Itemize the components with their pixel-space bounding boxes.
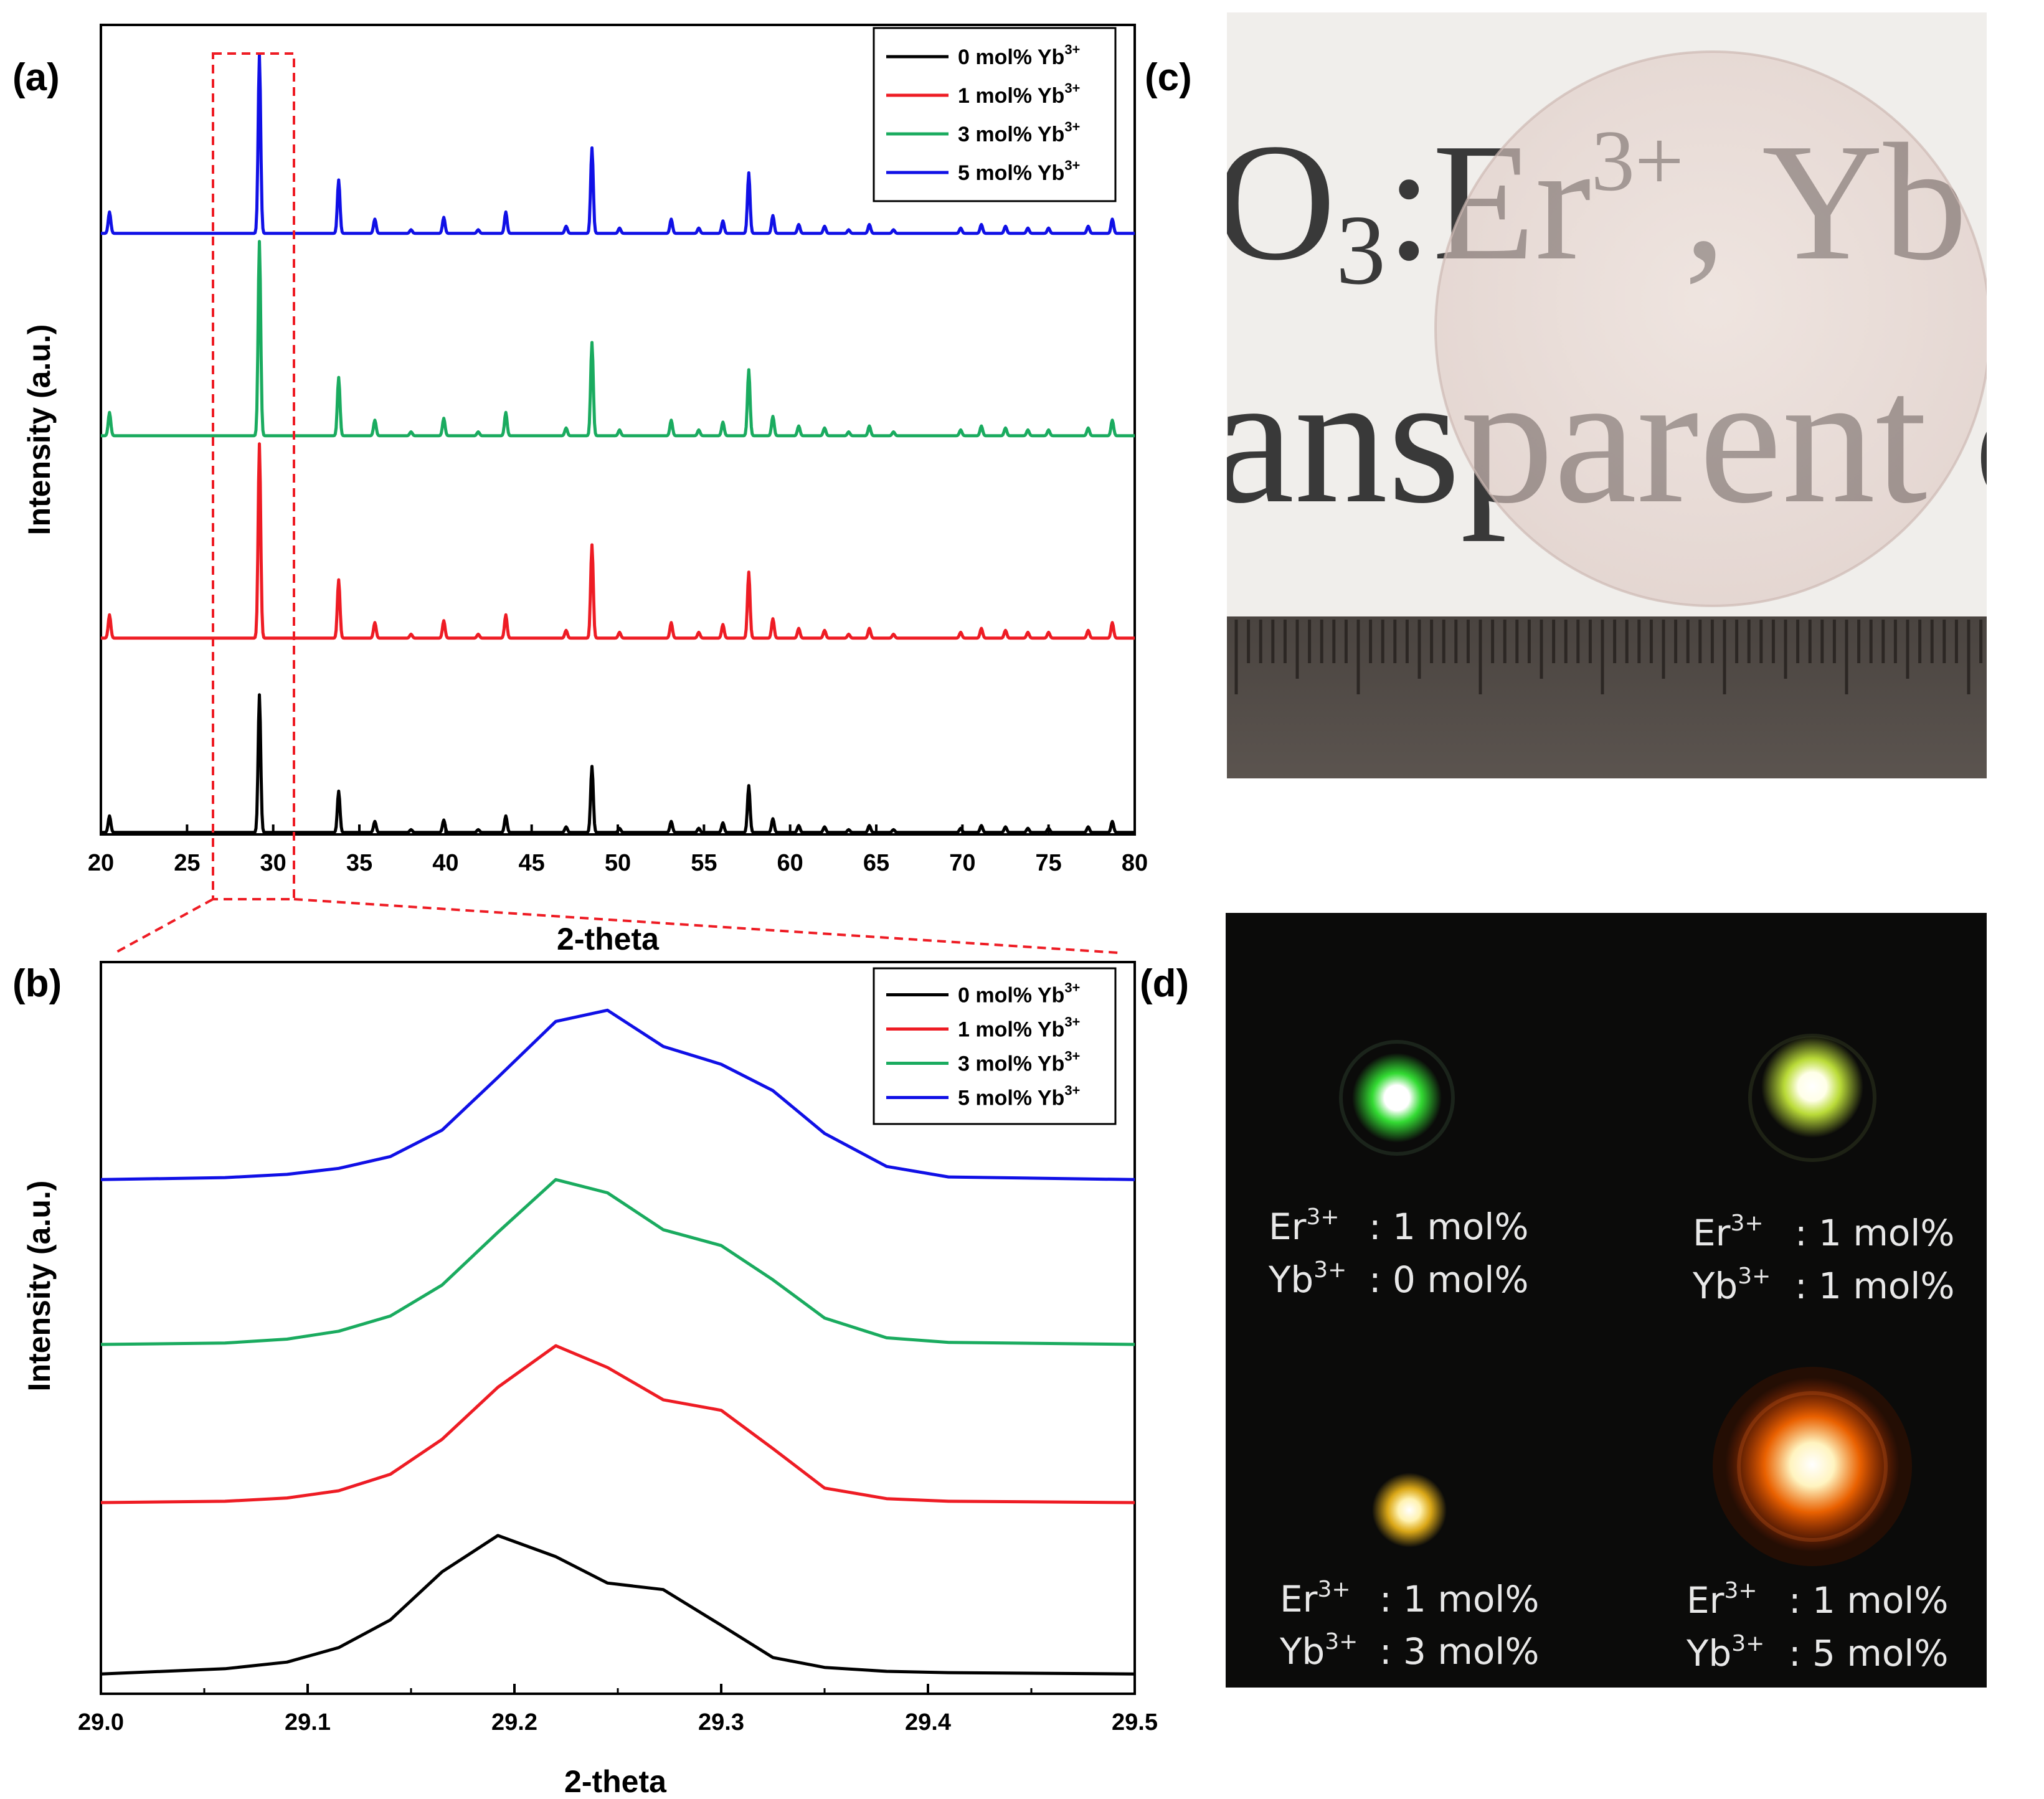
- x-tick-label: 60: [777, 850, 803, 876]
- x-tick-label: 75: [1036, 850, 1062, 876]
- chart-a-series: [100, 54, 1136, 834]
- x-tick-label: 29.3: [698, 1709, 744, 1735]
- panel-label-b: (b): [12, 962, 62, 1005]
- glow-spot-0: [1352, 1053, 1442, 1143]
- x-tick-label: 40: [432, 850, 458, 876]
- paper-text-sub: 3: [1336, 194, 1386, 305]
- series-line-1: [100, 442, 1136, 640]
- photo-d-frame: [1226, 913, 1987, 1688]
- sample-1-yb: Yb3+: 1 mol%: [1692, 1263, 1955, 1307]
- chart-b-x-axis: 29.0 29.1 29.2 29.3 29.4 29.5: [78, 1684, 1158, 1735]
- sample-2-er: Er3+: 1 mol%: [1280, 1577, 1540, 1620]
- chart-b-ylabel: Intensity (a.u.): [22, 1181, 57, 1392]
- ruler: [1227, 616, 1987, 778]
- x-tick-label: 50: [605, 850, 631, 876]
- legend-label-0: 0 mol% Yb3+: [958, 42, 1080, 69]
- x-tick-label: 25: [174, 850, 200, 876]
- zoom-connector-left: [115, 898, 214, 954]
- glow-spot-1: [1761, 1036, 1863, 1138]
- x-tick-label: 29.5: [1112, 1709, 1158, 1735]
- x-tick-label: 45: [519, 850, 545, 876]
- series-line-1: [100, 1344, 1135, 1504]
- sample-3-er: Er3+: 1 mol%: [1687, 1578, 1949, 1622]
- legend-label-1: 1 mol% Yb3+: [958, 80, 1080, 108]
- sample-0-er: Er3+: 1 mol%: [1269, 1204, 1529, 1248]
- chart-b-series: [100, 1008, 1135, 1676]
- zoom-connector-right: [293, 898, 1119, 954]
- series-line-2: [100, 1178, 1135, 1346]
- legend-label-2: 3 mol% Yb3+: [958, 119, 1080, 146]
- x-tick-label: 29.1: [285, 1709, 331, 1735]
- sample-3: Er3+: 1 mol% Yb3+: 5 mol%: [1686, 1367, 1949, 1674]
- legend-label-1: 1 mol% Yb3+: [958, 1014, 1080, 1042]
- chart-b-xlabel: 2-theta: [564, 1764, 667, 1799]
- zoom-region-box: [212, 52, 295, 900]
- series-line-2: [100, 240, 1136, 438]
- x-tick-label: 30: [260, 850, 286, 876]
- x-tick-label: 29.2: [491, 1709, 537, 1735]
- sample-3-yb: Yb3+: 5 mol%: [1686, 1631, 1949, 1674]
- sample-2-yb: Yb3+: 3 mol%: [1279, 1629, 1540, 1673]
- series-line-3: [100, 1008, 1135, 1181]
- x-tick-label: 55: [691, 850, 717, 876]
- x-tick-label: 35: [346, 850, 372, 876]
- paper-text-o: O: [1214, 109, 1336, 295]
- sample-2: Er3+: 1 mol% Yb3+: 3 mol%: [1279, 1473, 1540, 1673]
- sample-0-yb: Yb3+: 0 mol%: [1268, 1257, 1529, 1301]
- series-line-0: [100, 693, 1136, 834]
- chart-a-legend: 0 mol% Yb3+ 1 mol% Yb3+ 3 mol% Yb3+ 5 mol% …: [873, 27, 1117, 202]
- series-line-0: [100, 1534, 1135, 1676]
- sample-0: Er3+: 1 mol% Yb3+: 0 mol%: [1268, 1040, 1529, 1301]
- photo-c-frame: O3:Er3+, Yb ansparent c: [1214, 12, 1987, 778]
- chart-b-legend: 0 mol% Yb3+ 1 mol% Yb3+ 3 mol% Yb3+ 5 mol% …: [873, 967, 1117, 1125]
- chart-a-xlabel: 2-theta: [557, 922, 660, 956]
- glow-spot-3: [1725, 1377, 1900, 1552]
- panel-label-a: (a): [12, 56, 60, 99]
- series-line-3: [100, 54, 1136, 235]
- panel-label-c: (c): [1145, 56, 1192, 99]
- x-tick-label: 20: [88, 850, 114, 876]
- x-tick-label: 29.0: [78, 1709, 124, 1735]
- legend-label-3: 5 mol% Yb3+: [958, 158, 1080, 185]
- chart-a-ylabel: Intensity (a.u.): [22, 324, 57, 536]
- legend-label-2: 3 mol% Yb3+: [958, 1049, 1080, 1076]
- legend-label-0: 0 mol% Yb3+: [958, 980, 1080, 1008]
- chart-a-x-axis: 20 25 30 35 40 45 50 55 60 65 70 75 80: [88, 824, 1148, 876]
- sample-1-er: Er3+: 1 mol%: [1693, 1211, 1955, 1254]
- x-tick-label: 80: [1122, 850, 1148, 876]
- ceramic-disc: [1436, 52, 1987, 606]
- x-tick-label: 70: [949, 850, 975, 876]
- legend-label-3: 5 mol% Yb3+: [958, 1083, 1080, 1110]
- chart-a-xrd-full: 20 25 30 35 40 45 50 55 60 65 70 75 80 2-theta Inten…: [22, 24, 1148, 956]
- sample-1: Er3+: 1 mol% Yb3+: 1 mol%: [1692, 1034, 1955, 1307]
- x-tick-label: 29.4: [905, 1709, 951, 1735]
- panel-label-d: (d): [1140, 962, 1189, 1005]
- x-tick-label: 65: [863, 850, 889, 876]
- glow-spot-2: [1372, 1473, 1447, 1547]
- chart-b-xrd-zoom: 29.0 29.1 29.2 29.3 29.4 29.5 2-theta Intensi…: [22, 961, 1158, 1799]
- photo-transparent-ceramic: O3:Er3+, Yb ansparent c: [1214, 12, 1987, 778]
- photo-upconversion-emission: Er3+: 1 mol% Yb3+: 0 mol% Er3+: 1 mol% Y…: [1226, 913, 1987, 1688]
